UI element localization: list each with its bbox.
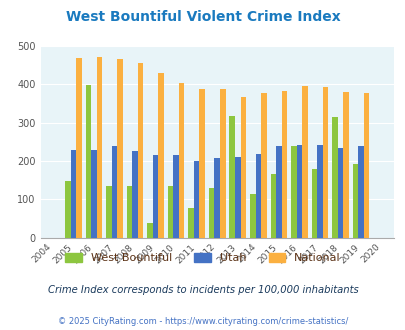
Bar bbox=[194, 161, 199, 238]
Text: © 2025 CityRating.com - https://www.cityrating.com/crime-statistics/: © 2025 CityRating.com - https://www.city… bbox=[58, 317, 347, 326]
Bar bbox=[214, 158, 220, 238]
Bar bbox=[117, 59, 123, 238]
Bar bbox=[188, 208, 194, 238]
Bar bbox=[132, 151, 138, 238]
Bar bbox=[255, 154, 260, 238]
Bar bbox=[363, 92, 369, 238]
Text: Crime Index corresponds to incidents per 100,000 inhabitants: Crime Index corresponds to incidents per… bbox=[47, 285, 358, 295]
Bar bbox=[96, 57, 102, 238]
Bar bbox=[147, 223, 152, 238]
Bar bbox=[126, 186, 132, 238]
Bar bbox=[296, 145, 301, 238]
Bar bbox=[249, 194, 255, 238]
Legend: West Bountiful, Utah, National: West Bountiful, Utah, National bbox=[61, 248, 344, 268]
Bar bbox=[337, 148, 342, 238]
Bar bbox=[270, 175, 275, 238]
Bar bbox=[209, 188, 214, 238]
Bar bbox=[65, 181, 70, 238]
Text: West Bountiful Violent Crime Index: West Bountiful Violent Crime Index bbox=[66, 10, 339, 24]
Bar bbox=[240, 97, 245, 238]
Bar bbox=[152, 155, 158, 238]
Bar bbox=[234, 157, 240, 238]
Bar bbox=[290, 146, 296, 238]
Bar bbox=[322, 87, 327, 238]
Bar bbox=[70, 150, 76, 238]
Bar bbox=[281, 91, 286, 238]
Bar bbox=[352, 164, 357, 238]
Bar bbox=[138, 63, 143, 238]
Bar bbox=[229, 116, 234, 238]
Bar bbox=[220, 89, 225, 238]
Bar bbox=[260, 93, 266, 238]
Bar bbox=[275, 147, 281, 238]
Bar bbox=[85, 85, 91, 238]
Bar bbox=[76, 58, 81, 238]
Bar bbox=[311, 169, 316, 238]
Bar bbox=[111, 147, 117, 238]
Bar bbox=[342, 92, 348, 238]
Bar bbox=[158, 73, 164, 238]
Bar bbox=[173, 155, 179, 238]
Bar bbox=[331, 117, 337, 238]
Bar bbox=[357, 147, 363, 238]
Bar bbox=[199, 89, 205, 238]
Bar bbox=[301, 85, 307, 238]
Bar bbox=[106, 186, 111, 238]
Bar bbox=[167, 186, 173, 238]
Bar bbox=[179, 82, 184, 238]
Bar bbox=[316, 145, 322, 238]
Bar bbox=[91, 150, 96, 238]
